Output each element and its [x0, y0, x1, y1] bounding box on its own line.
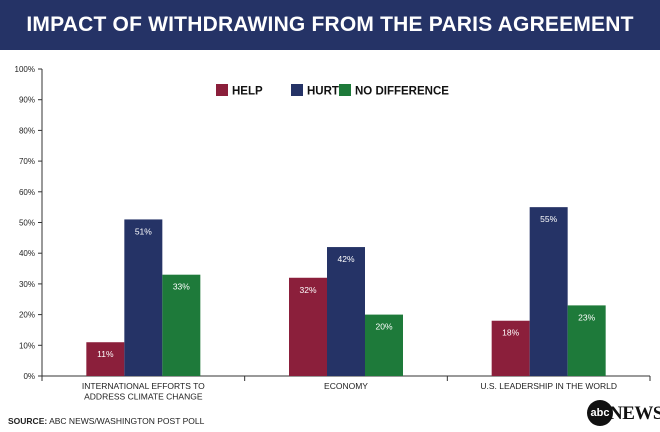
- bar-no-difference: [567, 305, 606, 376]
- data-label: 23%: [578, 312, 595, 322]
- chart-title: IMPACT OF WITHDRAWING FROM THE PARIS AGR…: [26, 13, 634, 36]
- legend-swatch: [291, 84, 303, 96]
- bar-help: [86, 342, 125, 376]
- source-text: ABC NEWS/WASHINGTON POST POLL: [47, 416, 205, 426]
- data-label: 51%: [135, 226, 152, 236]
- data-label: 55%: [540, 214, 557, 224]
- abc-news-logo: abc NEWS: [587, 400, 660, 428]
- abc-logo-circle: abc: [587, 400, 613, 426]
- data-label: 18%: [502, 328, 519, 338]
- bar-no-difference: [162, 274, 201, 376]
- data-label: 42%: [337, 254, 354, 264]
- y-tick-label: 50%: [19, 219, 35, 228]
- legend-label: NO DIFFERENCE: [355, 86, 449, 98]
- title-bar: IMPACT OF WITHDRAWING FROM THE PARIS AGR…: [0, 0, 660, 50]
- y-tick-label: 20%: [19, 311, 35, 320]
- bar-chart: 0% 10% 20% 30% 40% 50% 60% 70% 80% 90% 100% 11% 51% 3…: [15, 65, 651, 401]
- y-tick-label: 80%: [19, 126, 35, 135]
- logo-wordmark: NEWS: [609, 403, 660, 424]
- data-label: 33%: [173, 282, 190, 292]
- x-category-label: U.S. LEADERSHIP IN THE WORLD: [480, 381, 617, 391]
- y-tick-label: 40%: [19, 249, 35, 258]
- legend-label: HELP: [232, 86, 263, 98]
- bar-hurt: [327, 247, 365, 376]
- bar-hurt: [529, 207, 568, 376]
- y-tick-label: 100%: [15, 65, 35, 74]
- y-tick-label: 90%: [19, 96, 35, 105]
- y-tick-label: 0%: [23, 372, 35, 381]
- data-label: 20%: [375, 322, 392, 332]
- data-label: 32%: [299, 285, 316, 295]
- legend-swatch: [216, 84, 228, 96]
- y-tick-label: 10%: [19, 341, 35, 350]
- bar-help: [289, 277, 327, 376]
- bar-help: [491, 320, 530, 376]
- x-category-label: INTERNATIONAL EFFORTS TO: [82, 381, 205, 391]
- source-note: SOURCE: ABC NEWS/WASHINGTON POST POLL: [8, 416, 204, 426]
- y-tick-label: 60%: [19, 188, 35, 197]
- y-tick-label: 30%: [19, 280, 35, 289]
- source-prefix: SOURCE:: [8, 416, 48, 426]
- y-tick-label: 70%: [19, 157, 35, 166]
- legend-label: HURT: [307, 86, 339, 98]
- legend-swatch: [339, 84, 351, 96]
- x-category-label: ADDRESS CLIMATE CHANGE: [84, 392, 203, 401]
- bar-hurt: [124, 219, 163, 376]
- data-label: 11%: [97, 349, 114, 359]
- bar-no-difference: [365, 314, 403, 376]
- x-category-label: ECONOMY: [324, 381, 368, 391]
